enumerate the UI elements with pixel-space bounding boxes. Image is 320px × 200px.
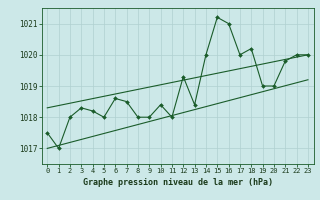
X-axis label: Graphe pression niveau de la mer (hPa): Graphe pression niveau de la mer (hPa) — [83, 178, 273, 187]
